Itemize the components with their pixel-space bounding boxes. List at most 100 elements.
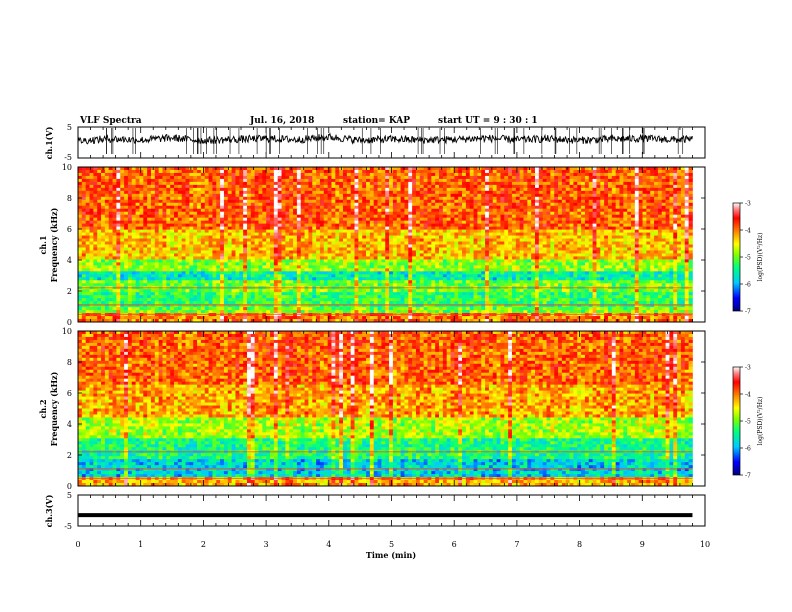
spectrogram-cell [611,241,616,245]
spectrogram-cell [185,175,190,180]
spectrogram-cell [112,226,117,230]
spectrogram-cell [369,211,375,216]
spectrogram-cell [97,175,102,180]
spectrogram-cell [446,238,451,242]
spectrogram-cell [366,241,371,245]
spectrogram-cell [657,220,663,224]
spectrogram-cell [458,250,463,254]
spectrogram-cell [104,187,110,192]
spectrogram-cell [634,169,640,174]
spectrogram-cell [300,217,305,221]
spectrogram-cell [235,169,240,174]
spectrogram-cell [646,235,651,239]
spectrogram-cell [554,217,559,221]
spectrogram-cell [408,214,413,219]
spectrogram-cell [312,181,317,186]
spectrogram-cell [431,250,436,254]
spectrogram-cell [415,226,421,230]
spectrogram-cell [162,199,167,204]
spectrogram-cell [120,241,125,245]
spectrogram-cell [592,187,597,192]
spectrogram-cell [615,217,620,221]
spectrogram-cell [223,172,229,177]
spectrogram-cell [673,175,678,180]
spectrogram-cell [304,250,309,254]
spectrogram-cell [511,217,517,221]
spectrogram-cell [204,181,209,186]
spectrogram-cell [177,175,183,180]
spectrogram-cell [174,211,179,216]
spectrogram-cell [266,202,271,207]
spectrogram-cell [174,175,179,180]
spectrogram-cell [120,181,125,186]
spectrogram-cell [262,253,267,257]
spectrogram-cell [81,211,87,216]
spectrogram-cell [108,172,113,177]
spectrogram-cell [273,208,279,213]
spectrogram-cell [688,169,693,174]
spectrogram-cell [154,187,159,192]
spectrogram-cell [396,253,401,257]
spectrogram-cell [331,175,336,180]
spectrogram-cell [554,250,559,254]
ch1-waveform-line [77,132,693,145]
spectrogram-cell [619,181,624,186]
spectrogram-cell [289,187,294,192]
spectrogram-cell [339,202,344,207]
spectrogram-cell [112,196,117,201]
spectrogram-cell [246,202,252,207]
spectrogram-cell [392,169,398,174]
spectrogram-cell [600,175,605,180]
spectrogram-cell [319,205,325,210]
spectrogram-cell [262,193,267,198]
spectrogram-cell [304,226,309,230]
spectrogram-cell [504,238,509,242]
spectrogram-cell [174,250,179,254]
spectrogram-cell [319,220,325,224]
spectrogram-cell [423,178,428,183]
spectrogram-cell [665,232,670,236]
spectrogram-cell [216,238,221,242]
spectrogram-cell [289,208,294,213]
spectrogram-cell [300,193,305,198]
spectrogram-cell [185,214,190,219]
spectrogram-cell [508,202,513,207]
spectrogram-cell [650,178,655,183]
spectrogram-cell [427,175,432,180]
spectrogram-cell [473,178,478,183]
spectrogram-cell [277,196,282,201]
spectrogram-cell [197,226,202,230]
spectrogram-cell [650,235,655,239]
spectrogram-cell [665,241,670,245]
spectrogram-cell [431,193,436,198]
spectrogram-cell [381,187,386,192]
spectrogram-cell [200,202,206,207]
spectrogram-cell [684,208,689,213]
spectrogram-cell [615,211,620,216]
spectrogram-cell [415,241,421,245]
spectrogram-cell [538,172,544,177]
spectrogram-cell [450,250,455,254]
spectrogram-cell [596,178,601,183]
spectrogram-cell [139,202,144,207]
spectrogram-cell [158,178,163,183]
spectrogram-cell [377,247,382,251]
spectrogram-cell [366,226,371,230]
spectrogram-cell [404,187,409,192]
spectrogram-cell [565,190,570,195]
spectrogram-cell [469,167,474,171]
spectrogram-cell [627,250,632,254]
spectrogram-cell [78,253,83,257]
spectrogram-cell [308,196,313,201]
spectrogram-cell [270,244,275,248]
spectrogram-cell [389,220,394,224]
spectrogram-cell [258,250,263,254]
spectrogram-cell [277,232,282,236]
spectrogram-cell [150,244,156,248]
spectrogram-cell [262,181,267,186]
spectrogram-cell [150,238,156,242]
spectrogram-cell [285,223,290,227]
spectrogram-cell [258,235,263,239]
spectrogram-cell [293,196,298,201]
spectrogram-cell [166,196,171,201]
